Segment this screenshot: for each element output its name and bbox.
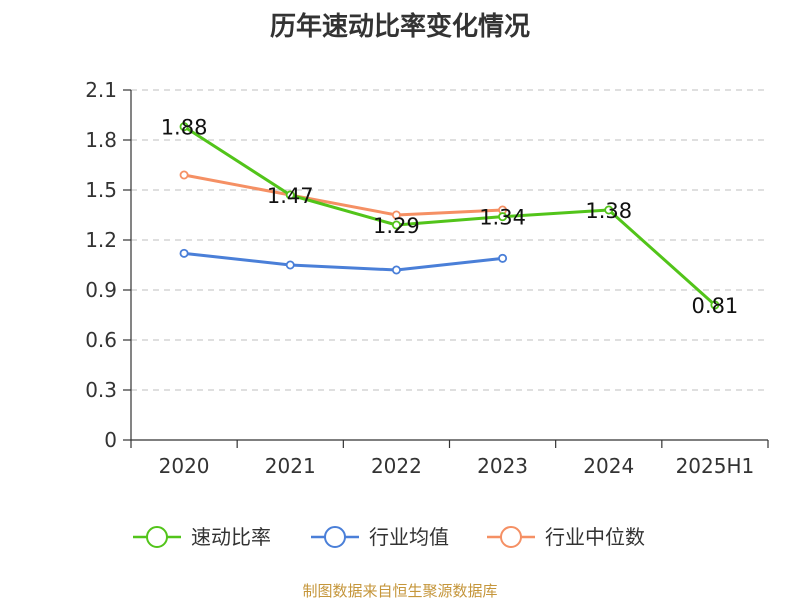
data-point (285, 190, 295, 200)
data-point (498, 212, 508, 222)
y-tick-label: 1.2 (85, 228, 117, 252)
legend-label: 行业均值 (369, 525, 449, 549)
data-label-layer: 1.88 1.47 1.29 1.34 1.38 0.81 (161, 116, 739, 318)
x-tick-label: 2021 (265, 454, 316, 478)
y-tick-label: 0.3 (85, 378, 117, 402)
source-note: 制图数据来自恒生聚源数据库 (302, 582, 498, 600)
legend-marker-icon (146, 526, 168, 548)
legend-label: 速动比率 (191, 525, 271, 549)
data-point (285, 260, 295, 270)
data-point (179, 248, 189, 258)
legend-marker-icon (500, 526, 522, 548)
x-tick-label: 2025H1 (676, 454, 755, 478)
y-tick-label: 0 (104, 428, 117, 452)
legend-label: 行业中位数 (545, 525, 645, 549)
data-label: 1.34 (479, 206, 526, 230)
chart-title: 历年速动比率变化情况 (269, 12, 530, 42)
grid-layer (131, 89, 768, 391)
data-point (604, 205, 614, 215)
data-point (179, 122, 189, 132)
series-line (183, 173, 503, 217)
data-point (391, 265, 401, 275)
data-point (498, 253, 508, 263)
data-label: 1.47 (267, 184, 314, 208)
data-label: 1.38 (585, 199, 632, 223)
axis-layer: 0 0.3 0.6 0.9 1.2 1.5 1.8 2.1 2020 2021 2022 2023 20… (85, 78, 769, 478)
series-line (183, 251, 503, 272)
legend: 速动比率 行业均值 行业中位数 (133, 525, 645, 549)
data-point (391, 220, 401, 230)
data-label: 1.29 (373, 214, 420, 238)
data-point (710, 300, 720, 310)
y-tick-label: 1.8 (85, 128, 117, 152)
data-label: 0.81 (692, 294, 739, 318)
x-tick-label: 2022 (371, 454, 422, 478)
series-layer (179, 122, 720, 310)
y-tick-label: 2.1 (85, 78, 117, 102)
series-line (183, 125, 716, 307)
data-label: 1.88 (161, 116, 208, 140)
data-point (179, 170, 189, 180)
x-tick-label: 2024 (583, 454, 634, 478)
y-tick-label: 1.5 (85, 178, 117, 202)
y-tick-label: 0.6 (85, 328, 117, 352)
data-point (391, 210, 401, 220)
y-tick-label: 0.9 (85, 278, 117, 302)
x-tick-label: 2023 (477, 454, 528, 478)
legend-marker-icon (324, 526, 346, 548)
x-tick-label: 2020 (159, 454, 210, 478)
